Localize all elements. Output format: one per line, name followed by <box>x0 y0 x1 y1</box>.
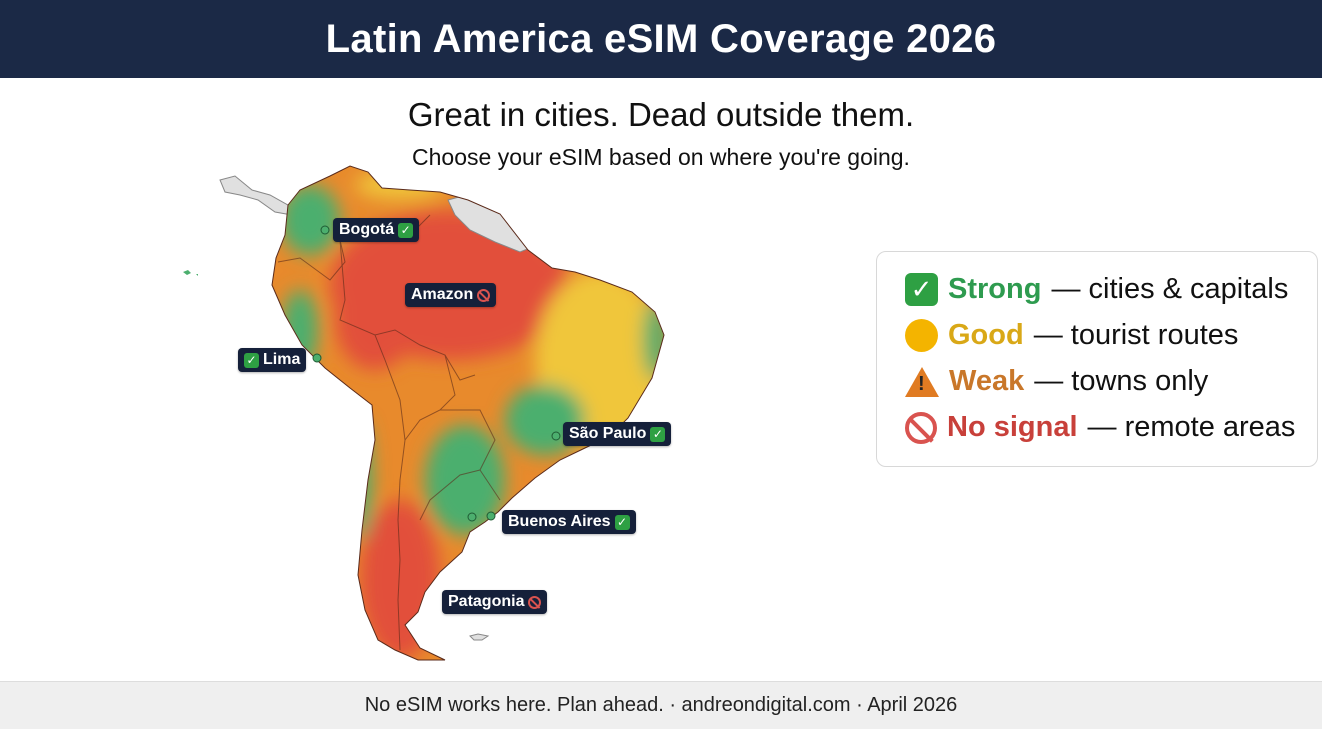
check-icon: ✓ <box>244 352 259 368</box>
map-label-amazon: Amazon <box>405 283 497 307</box>
check-icon: ✓ <box>398 222 414 238</box>
region-pampas-strong <box>425 425 505 535</box>
legend-item-good: Good — tourist routes <box>905 319 1238 352</box>
headline: Great in cities. Dead outside them. <box>407 96 915 133</box>
prohibited-icon <box>905 411 937 444</box>
legend-label: Strong <box>948 273 1042 305</box>
yellow-circle-icon <box>905 319 938 352</box>
label-text: Lima <box>263 351 301 368</box>
region-caribbean-good <box>355 171 445 199</box>
legend-item-strong: ✓ Strong — cities & capitals <box>905 273 1288 306</box>
subheadline: Choose your eSIM based on where you're g… <box>412 144 910 170</box>
warning-icon: ! <box>905 366 939 397</box>
galapagos-islands <box>183 270 198 276</box>
legend-label: Good <box>948 319 1024 351</box>
central-america <box>219 175 299 216</box>
prohibited-icon <box>528 595 542 609</box>
country-borders <box>277 214 501 651</box>
continent-outline <box>271 165 665 661</box>
label-text: Patagonia <box>448 593 525 610</box>
city-dot-buenos-aires <box>467 512 477 522</box>
legend-label: Weak <box>949 365 1025 397</box>
title-bar: Latin America eSIM Coverage 2026 <box>0 0 1322 78</box>
city-dot-montevideo <box>486 511 496 521</box>
legend-desc: — remote areas <box>1087 411 1296 443</box>
legend-label: No signal <box>947 411 1078 443</box>
region-chile-coast-strong <box>352 420 372 540</box>
check-icon: ✓ <box>905 273 938 306</box>
region-colombia-strong <box>280 185 340 255</box>
footer: No eSIM works here. Plan ahead. · andreo… <box>0 681 1322 729</box>
legend-desc: — tourist routes <box>1033 319 1239 351</box>
city-dot-sao-paulo <box>551 431 561 441</box>
legend-desc: — cities & capitals <box>1051 273 1289 305</box>
page-title: Latin America eSIM Coverage 2026 <box>325 16 997 61</box>
city-dot-lima <box>312 353 322 363</box>
prohibited-icon <box>477 288 491 302</box>
label-text: Bogotá <box>339 221 395 238</box>
check-icon: ✓ <box>614 514 630 530</box>
legend-item-no-signal: No signal — remote areas <box>905 411 1295 444</box>
map-label-bogota: Bogotá ✓ <box>333 218 420 242</box>
legend-item-weak: ! Weak — towns only <box>905 365 1208 398</box>
falkland-islands <box>469 633 490 641</box>
map-label-sao-paulo: São Paulo ✓ <box>563 422 672 446</box>
legend: ✓ Strong — cities & capitals Good — tour… <box>876 251 1318 467</box>
map-label-buenos-aires: Buenos Aires ✓ <box>502 510 636 534</box>
map-label-lima: ✓ Lima <box>238 348 307 372</box>
map-label-patagonia: Patagonia <box>442 590 548 614</box>
label-text: Amazon <box>411 286 474 303</box>
legend-desc: — towns only <box>1034 365 1209 397</box>
region-patagonia-no-signal <box>360 500 440 660</box>
check-icon: ✓ <box>650 426 666 442</box>
footer-text: No eSIM works here. Plan ahead. · andreo… <box>364 694 958 716</box>
label-text: Buenos Aires <box>508 513 611 530</box>
region-andes-no-signal <box>335 270 415 370</box>
label-text: São Paulo <box>569 425 647 442</box>
city-dot-bogota <box>320 225 330 235</box>
